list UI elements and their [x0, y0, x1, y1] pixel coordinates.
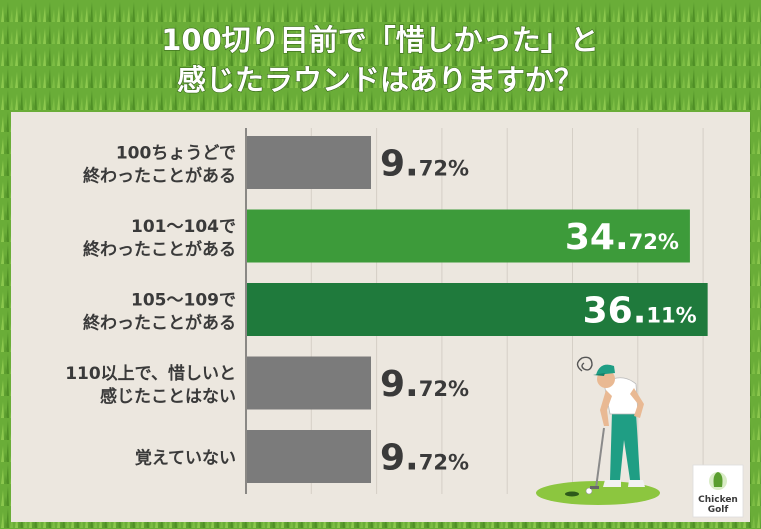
bar-2 [247, 209, 690, 263]
logo-text-1: Chicken [698, 495, 738, 505]
golfer-cap [596, 364, 615, 375]
title-line-2: 感じたラウンドはありますか？ [177, 63, 583, 97]
value-label: 34.72% [565, 217, 679, 258]
golf-hole [565, 491, 579, 497]
value-label: 9.72% [380, 438, 469, 479]
chart-bars [247, 136, 708, 483]
category-label: 105～109で [131, 291, 236, 311]
category-label: 感じたことはない [100, 386, 236, 407]
category-label: 終わったことがある [83, 166, 236, 187]
value-label: 9.72% [380, 364, 469, 405]
chicken-golf-logo: Chicken Golf [692, 464, 744, 518]
category-label: 終わったことがある [83, 313, 236, 334]
category-label: 110以上で、惜しいと [65, 363, 236, 384]
putter [595, 427, 605, 489]
logo-text-2: Golf [708, 505, 729, 515]
value-labels: 9.72% 34.72% 36.11% 9.72% 9.72% [380, 144, 697, 479]
golf-ball [585, 487, 593, 495]
bar-3 [247, 283, 708, 336]
golfer-legs [610, 412, 640, 480]
bar-4 [247, 356, 371, 410]
category-label: 101～104で [131, 217, 236, 237]
category-labels: 100ちょうどで終わったことがある101～104で終わったことがある105～10… [65, 144, 236, 469]
bar-5 [247, 430, 371, 483]
bar-1 [247, 136, 371, 189]
value-label: 36.11% [583, 291, 697, 332]
category-label: 終わったことがある [83, 239, 236, 260]
category-label: 覚えていない [135, 448, 236, 469]
golfer-illustration [536, 356, 660, 505]
category-label: 100ちょうどで [116, 144, 236, 164]
frustration-swirl [576, 356, 593, 372]
value-label: 9.72% [380, 144, 469, 185]
title-line-1: 100切り目前で「惜しかった」と [161, 23, 599, 57]
